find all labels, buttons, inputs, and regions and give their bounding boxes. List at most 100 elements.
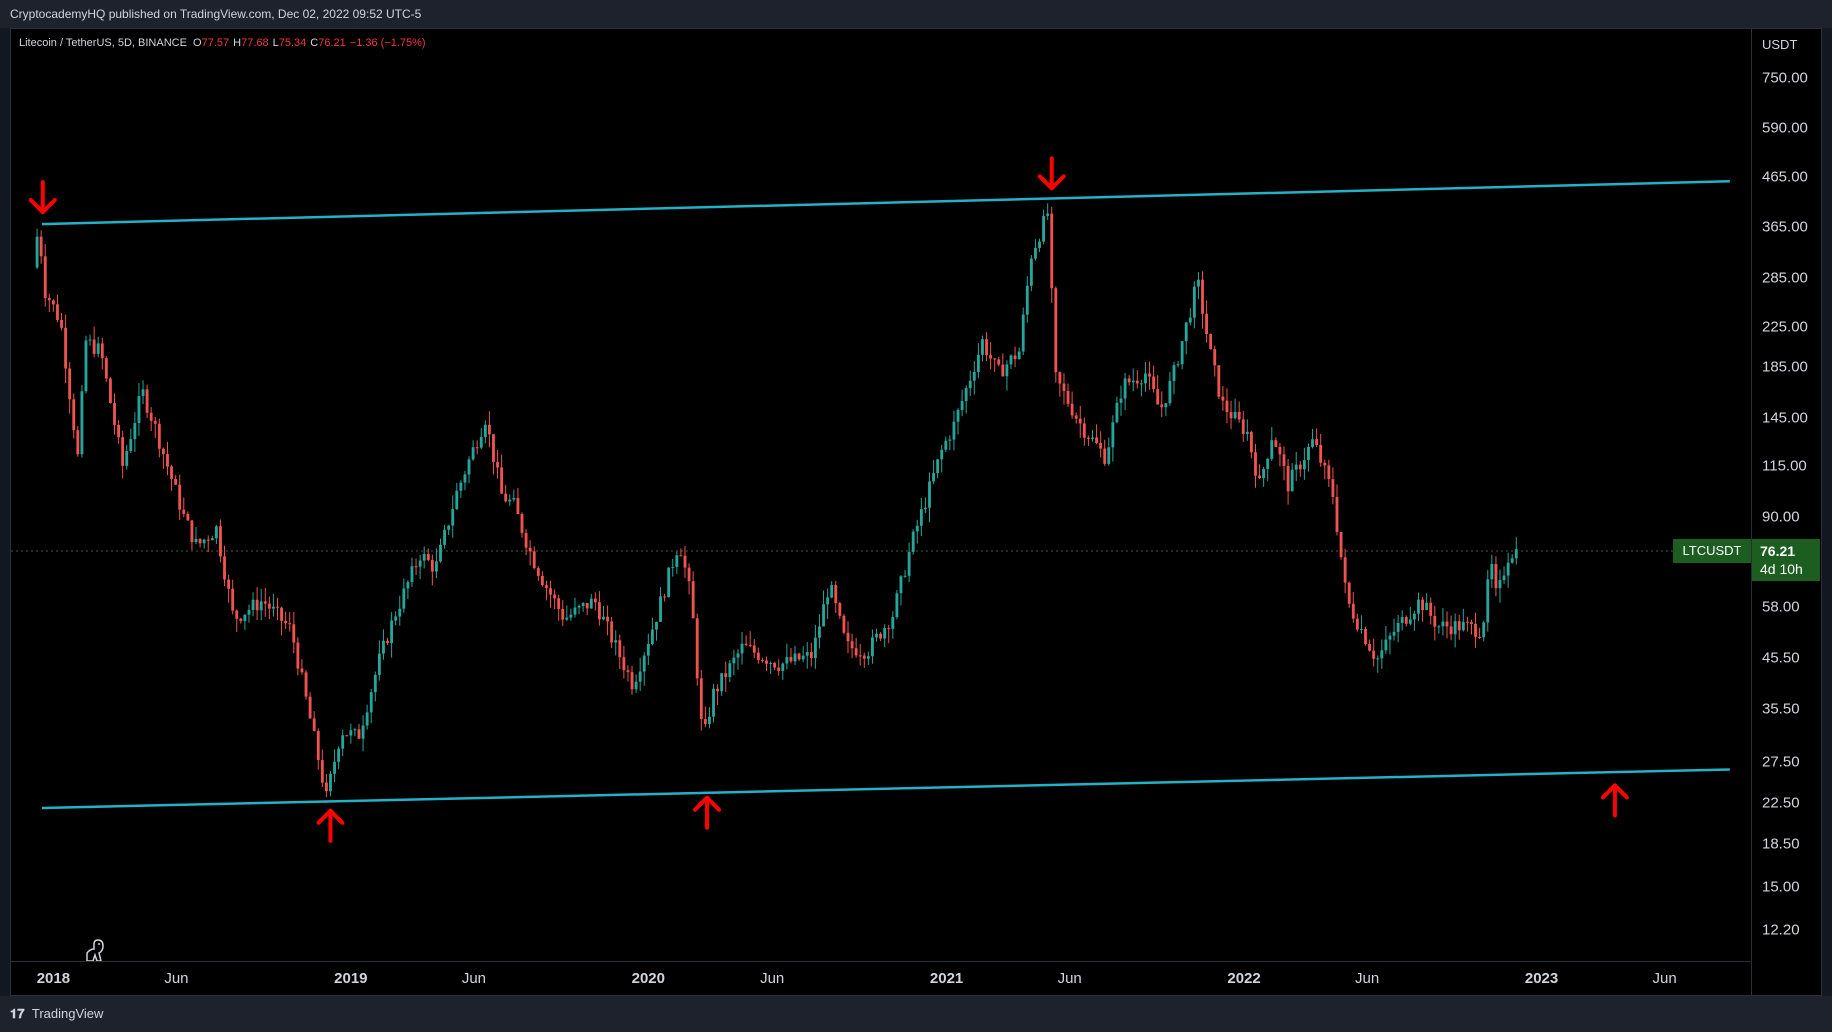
candle-body — [1327, 465, 1331, 480]
candle-body — [960, 401, 964, 411]
candle-body — [341, 735, 345, 749]
candle-body — [1192, 286, 1196, 318]
candle-body — [1417, 599, 1420, 614]
candle-body — [1042, 215, 1046, 242]
candle-body — [769, 662, 772, 664]
candle-body — [1445, 621, 1449, 627]
candle-body — [443, 529, 446, 545]
candle-body — [1225, 400, 1229, 413]
candle-body — [618, 640, 622, 658]
candle-body — [402, 588, 406, 609]
candle-body — [732, 657, 736, 664]
candle-body — [1197, 279, 1200, 287]
candle-body — [190, 520, 194, 543]
tradingview-dino-icon[interactable] — [83, 937, 109, 961]
candle-body — [471, 447, 475, 460]
candle-body — [1005, 364, 1009, 377]
candle-body — [675, 555, 679, 567]
candle-body — [911, 531, 915, 552]
candle-body — [202, 539, 206, 544]
trendline-upper — [41, 180, 1730, 226]
candle-body — [76, 430, 80, 455]
publisher-text: CryptocademyHQ published on TradingView.… — [10, 7, 422, 21]
candle-body — [638, 671, 642, 682]
legend-symbol[interactable]: Litecoin / TetherUS, 5D, BINANCE — [19, 37, 187, 49]
plot-area[interactable]: Litecoin / TetherUS, 5D, BINANCE O77.57 H… — [11, 29, 1751, 961]
currency-label: USDT — [1762, 37, 1798, 52]
candle-body — [166, 454, 169, 467]
candle-body — [170, 466, 173, 479]
candlestick-chart[interactable] — [11, 29, 1751, 961]
tradingview-logo-icon[interactable]: 𝟏𝟕 — [10, 1006, 25, 1021]
trendline-lower — [41, 768, 1730, 810]
candle-body — [1335, 496, 1339, 532]
candle-body — [813, 637, 817, 659]
candle-body — [410, 566, 414, 583]
candle-body — [695, 618, 699, 679]
candle-body — [671, 566, 675, 568]
time-tick: 2020 — [631, 970, 665, 987]
candle-body — [597, 602, 601, 620]
candle-body — [1290, 469, 1294, 492]
candle-body — [561, 608, 565, 620]
candle-body — [1457, 621, 1461, 631]
candle-body — [1176, 364, 1180, 366]
price-tick: 45.50 — [1762, 649, 1800, 667]
time-axis[interactable]: 2018 Jun 2019 Jun 2020 Jun 2021 Jun 2022 Jun 2023 J… — [11, 961, 1751, 995]
candle-body — [259, 601, 263, 611]
time-tick: Jun — [164, 970, 189, 987]
candle-body — [1184, 322, 1188, 342]
candle-body — [838, 603, 842, 616]
price-tick: 365.00 — [1762, 218, 1808, 236]
candle-body — [1461, 621, 1465, 631]
candle-body — [459, 482, 463, 491]
candle-body — [1009, 355, 1013, 365]
candle-body — [51, 300, 55, 305]
candle-body — [369, 692, 373, 713]
candle-body — [133, 422, 137, 440]
price-tick: 590.00 — [1762, 119, 1808, 137]
candle-body — [1388, 635, 1392, 640]
candle-body — [88, 339, 92, 341]
price-axis[interactable]: USDT 750.00 590.00 465.00 365.00 285.00 225.0… — [1751, 29, 1821, 995]
candle-body — [1449, 626, 1453, 635]
chart-frame[interactable]: Litecoin / TetherUS, 5D, BINANCE O77.57 H… — [10, 28, 1822, 996]
candle-body — [451, 509, 455, 526]
candle-body — [153, 420, 157, 424]
candle-body — [956, 410, 960, 422]
candle-body — [1384, 639, 1388, 651]
candle-body — [337, 748, 341, 762]
bar-countdown: 4d 10h — [1760, 560, 1803, 577]
candle-body — [1074, 415, 1078, 419]
candle-body — [1437, 626, 1441, 628]
legend-high-value: 77.68 — [241, 37, 269, 49]
candle-body — [789, 656, 793, 662]
candle-body — [756, 652, 760, 661]
candle-body — [186, 513, 190, 521]
candle-body — [1160, 404, 1164, 408]
symbol-badge: LTCUSDT — [1673, 538, 1751, 563]
candle-body — [512, 498, 516, 500]
candle-body — [1103, 448, 1107, 464]
arrow-down-icon — [1037, 156, 1066, 191]
candle-body — [1368, 644, 1372, 651]
candle-body — [1498, 580, 1502, 589]
candle-body — [923, 507, 927, 510]
candle-body — [1408, 619, 1412, 624]
candle-body — [280, 607, 284, 621]
candle-body — [500, 467, 504, 494]
candle-body — [667, 567, 671, 598]
candle-body — [300, 668, 304, 673]
candle-body — [536, 568, 540, 576]
candle-body — [349, 730, 353, 736]
candle-body — [781, 663, 785, 672]
candle-body — [1229, 412, 1233, 419]
candle-body — [655, 621, 658, 630]
footer-brand[interactable]: TradingView — [31, 1006, 104, 1021]
candle-body — [178, 484, 182, 510]
candle-body — [308, 696, 312, 719]
candle-body — [272, 606, 275, 609]
candle-body — [997, 359, 1001, 365]
candle-body — [1465, 621, 1469, 623]
candle-body — [765, 660, 768, 664]
